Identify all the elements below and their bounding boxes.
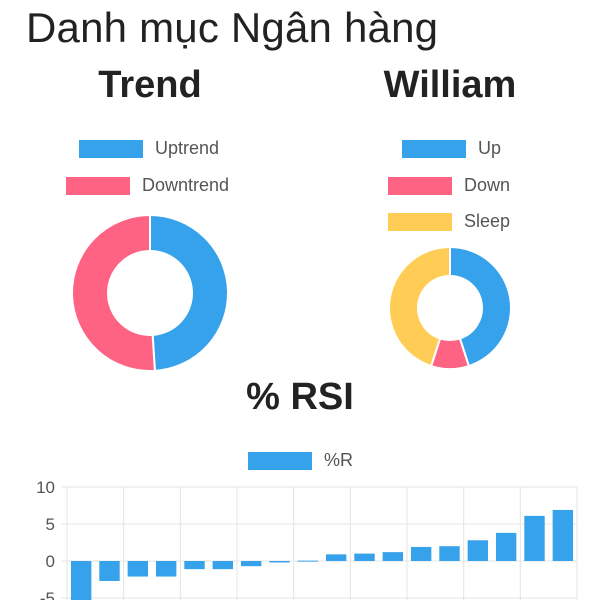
rsi-bar[interactable]: [155, 561, 177, 577]
trend-slice-downtrend[interactable]: [71, 213, 156, 372]
legend-label-downtrend: Downtrend: [142, 175, 230, 195]
trend-chart-title: Trend: [98, 64, 202, 106]
legend-item-r[interactable]: %R: [248, 450, 353, 471]
rsi-bar[interactable]: [524, 515, 545, 561]
y-tick-label: 10: [36, 478, 55, 497]
rsi-bar[interactable]: [467, 540, 489, 561]
y-tick-label: 0: [46, 552, 55, 571]
rsi-bar[interactable]: [325, 554, 347, 561]
y-tick-label: -5: [40, 589, 55, 600]
rsi-bar-chart: 10 5 0 -5: [36, 478, 578, 600]
legend-item-downtrend[interactable]: Downtrend: [66, 175, 229, 196]
y-tick-label: 5: [46, 515, 55, 534]
legend-item-down[interactable]: Down: [388, 175, 510, 196]
william-chart-title: William: [383, 64, 517, 106]
rsi-bar[interactable]: [495, 532, 517, 561]
rsi-bar[interactable]: [297, 560, 319, 562]
legend-item-uptrend[interactable]: Uptrend: [79, 138, 219, 159]
trend-slice-uptrend[interactable]: [149, 213, 229, 372]
legend-label-down: Down: [464, 175, 511, 195]
page-title: Danh mục Ngân hàng: [26, 4, 439, 51]
legend-swatch-downtrend: [66, 176, 130, 195]
legend-swatch-sleep: [388, 212, 452, 231]
rsi-bar[interactable]: [552, 509, 574, 561]
legend-swatch-down: [388, 176, 452, 195]
rsi-bar[interactable]: [99, 561, 120, 581]
legend-label-up: Up: [478, 138, 502, 158]
legend-swatch-r: [248, 451, 312, 470]
trend-doughnut-chart: [71, 213, 229, 372]
rsi-bar[interactable]: [354, 553, 375, 561]
rsi-bar[interactable]: [70, 561, 92, 600]
legend-swatch-up: [402, 139, 466, 158]
legend-item-up[interactable]: Up: [402, 138, 501, 159]
rsi-bar[interactable]: [184, 561, 205, 570]
william-slice-up[interactable]: [449, 246, 512, 368]
rsi-bar[interactable]: [127, 561, 149, 577]
rsi-bar[interactable]: [410, 546, 432, 561]
rsi-bar[interactable]: [212, 561, 234, 570]
legend-label-r: %R: [324, 450, 354, 470]
legend-swatch-uptrend: [79, 139, 143, 158]
legend-label-sleep: Sleep: [464, 211, 511, 231]
rsi-bar[interactable]: [382, 552, 404, 561]
legend-item-sleep[interactable]: Sleep: [388, 211, 510, 232]
william-slice-sleep[interactable]: [388, 246, 451, 368]
rsi-chart-title: % RSI: [246, 376, 354, 418]
rsi-bar[interactable]: [269, 561, 290, 563]
rsi-bar[interactable]: [439, 546, 460, 561]
rsi-bar[interactable]: [240, 561, 262, 567]
legend-label-uptrend: Uptrend: [155, 138, 220, 158]
william-doughnut-chart: [388, 246, 512, 370]
